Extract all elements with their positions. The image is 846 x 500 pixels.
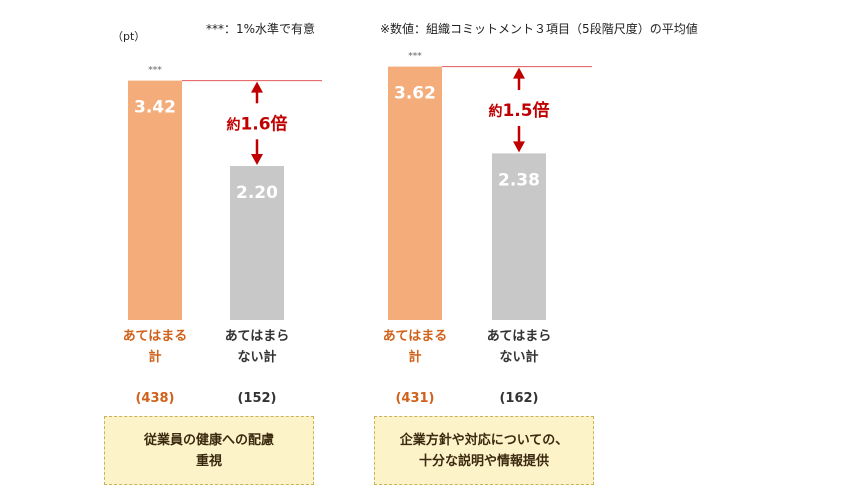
right-category-label-2-line-2: ない計 (499, 349, 538, 365)
right-category-label-1-line-1: あてはまる (383, 329, 447, 344)
right-count-label-2: (162) (499, 391, 538, 406)
left-count-label-2: (152) (237, 391, 276, 406)
right-value-label-2: 2.38 (498, 170, 540, 190)
group-label-left-line-1: 従業員の健康への配慮 (143, 432, 274, 448)
left-bar-2 (230, 166, 284, 320)
left-ratio-label: 約1.6倍 (226, 113, 287, 134)
left-category-label-1-line-1: あてはまる (123, 329, 187, 344)
right-ratio-prefix: 約 (488, 103, 502, 120)
value-note: ※数値：組織コミットメント３項目（5段階尺度）の平均値 (380, 22, 698, 36)
left-category-label-1-line-2: 計 (148, 349, 161, 365)
left-count-label-1: (438) (135, 391, 174, 406)
left-ratio-prefix: 約 (226, 116, 240, 133)
right-arrow-up-icon (513, 67, 525, 79)
right-significance-marker: *** (408, 52, 422, 62)
left-value-label-2: 2.20 (236, 183, 278, 203)
right-value-label-1: 3.62 (394, 84, 436, 104)
left-arrow-up-icon (251, 81, 263, 93)
group-label-right-line-1: 企業方針や対応についての、 (399, 432, 569, 448)
right-ratio-value: 1.5倍 (502, 100, 549, 121)
group-label-left-line-2: 重視 (195, 453, 222, 469)
left-bar-1 (128, 80, 182, 320)
left-category-label-2-line-2: ない計 (237, 349, 276, 365)
left-arrow-down-icon (251, 154, 263, 165)
right-ratio-label: 約1.5倍 (488, 100, 549, 121)
left-significance-marker: *** (148, 66, 162, 76)
right-bar-1 (388, 66, 442, 320)
group-label-right-line-2: 十分な説明や情報提供 (418, 453, 549, 469)
group-label-right: 企業方針や対応についての、 十分な説明や情報提供 (374, 416, 594, 485)
right-arrow-down-icon (513, 141, 525, 153)
left-ratio-value: 1.6倍 (240, 113, 287, 134)
significance-note: ***：1%水準で有意 (206, 22, 316, 36)
right-category-label-2-line-1: あてはまら (487, 329, 551, 344)
unit-label: （pt） (112, 30, 146, 43)
left-value-label-1: 3.42 (134, 98, 176, 118)
right-bar-2 (492, 153, 546, 320)
right-count-label-1: (431) (395, 391, 434, 406)
right-category-label-1-line-2: 計 (408, 349, 421, 365)
group-label-left: 従業員の健康への配慮 重視 (104, 416, 314, 485)
left-category-label-2-line-1: あてはまら (225, 329, 289, 344)
